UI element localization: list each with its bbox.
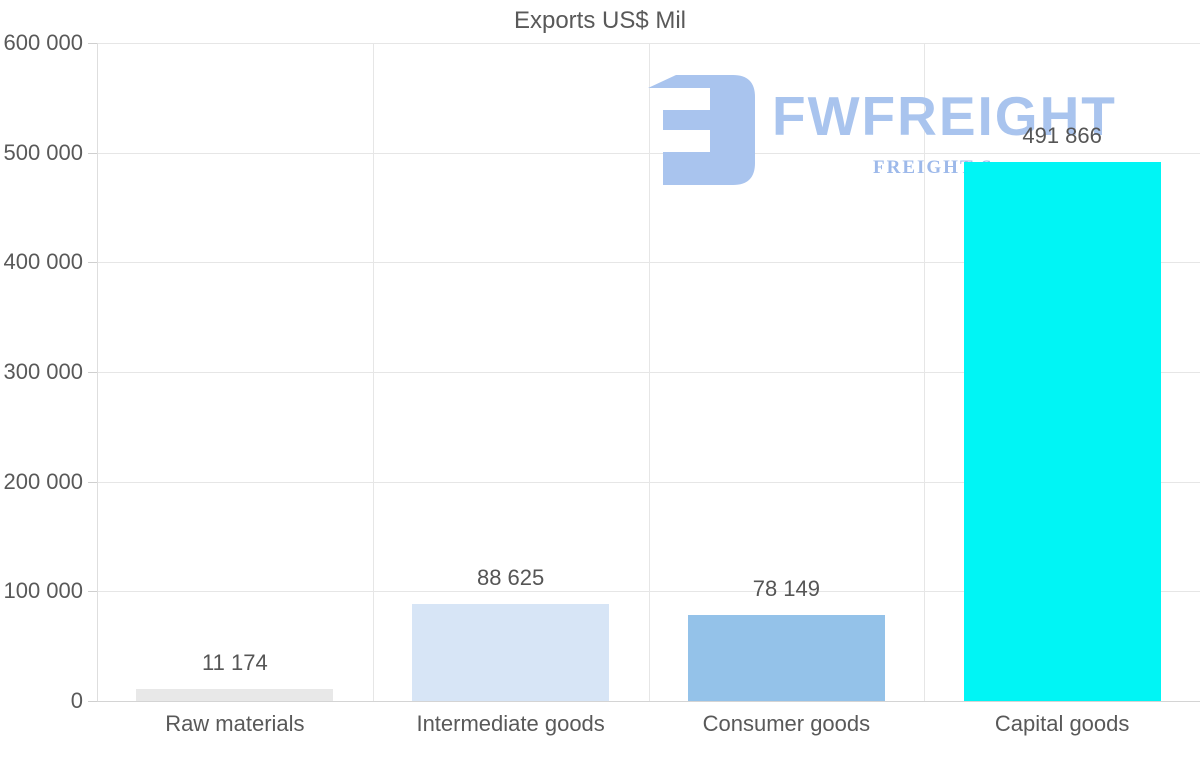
watermark-brand-text: FWFREIGHT — [772, 85, 1117, 147]
y-axis-line — [97, 43, 98, 701]
y-axis-tick-label: 200 000 — [3, 468, 83, 494]
y-axis-tick-label: 100 000 — [3, 578, 83, 604]
v-gridline — [372, 43, 374, 701]
y-axis-tick — [88, 43, 97, 44]
y-axis-tick-label: 0 — [70, 688, 83, 713]
bar-raw-materials[interactable] — [136, 688, 334, 701]
y-axis-tick — [88, 591, 97, 593]
value-label-raw-materials: 11 174 — [202, 649, 268, 675]
v-gridline — [648, 43, 650, 701]
category-label-capital-goods: Capital goods — [994, 711, 1130, 736]
value-label-capital-goods: 491 866 — [1022, 122, 1102, 148]
bar-capital-goods[interactable] — [963, 161, 1161, 701]
y-axis-tick-label: 600 000 — [3, 30, 83, 55]
chart-title: Exports US$ Mil — [513, 7, 687, 34]
fwfreight-monogram-icon — [648, 75, 755, 185]
y-axis-tick — [88, 701, 97, 702]
category-label-consumer-goods: Consumer goods — [702, 711, 871, 736]
y-axis-tick — [88, 152, 97, 154]
x-axis-line — [97, 701, 1200, 702]
bar-intermediate-goods[interactable] — [412, 603, 610, 701]
y-axis-tick-label: 500 000 — [3, 139, 83, 165]
v-gridline — [924, 43, 926, 701]
y-axis-tick — [88, 262, 97, 264]
watermark-tagline-text: FREIGHT S — [873, 157, 994, 178]
y-axis-tick-label: 300 000 — [3, 359, 83, 384]
value-label-consumer-goods: 78 149 — [752, 576, 821, 602]
y-axis-tick — [88, 372, 97, 373]
bar-consumer-goods[interactable] — [687, 615, 885, 701]
y-axis-tick-label: 400 000 — [3, 249, 83, 275]
category-label-raw-materials: Raw materials — [165, 711, 305, 736]
value-label-intermediate-goods: 88 625 — [476, 564, 545, 590]
y-axis-tick — [88, 481, 97, 483]
category-label-intermediate-goods: Intermediate goods — [416, 711, 605, 736]
